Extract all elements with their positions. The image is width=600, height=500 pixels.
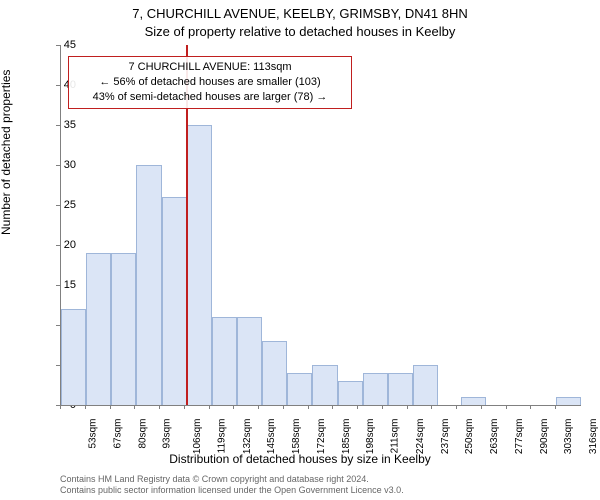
histogram-bar xyxy=(363,373,388,405)
histogram-bar xyxy=(111,253,136,405)
histogram-bar xyxy=(162,197,187,405)
footer-line2: Contains public sector information licen… xyxy=(60,485,404,496)
x-tick-label: 211sqm xyxy=(389,419,400,454)
annotation-line2: ← 56% of detached houses are smaller (10… xyxy=(75,75,345,90)
x-tick-label: 93sqm xyxy=(162,419,173,449)
histogram-bar xyxy=(413,365,438,405)
x-tick-label: 132sqm xyxy=(242,419,253,455)
x-tick-label: 172sqm xyxy=(316,419,327,455)
x-axis-label: Distribution of detached houses by size … xyxy=(0,452,600,466)
x-tick-label: 80sqm xyxy=(137,419,148,449)
histogram-bar xyxy=(556,397,581,405)
annotation-box: 7 CHURCHILL AVENUE: 113sqm ← 56% of deta… xyxy=(68,56,352,109)
histogram-bar xyxy=(61,309,86,405)
x-tick-label: 67sqm xyxy=(112,419,123,449)
histogram-bar xyxy=(312,365,337,405)
x-tick-label: 106sqm xyxy=(192,419,203,455)
x-tick-label: 316sqm xyxy=(588,419,599,455)
histogram-bar xyxy=(86,253,111,405)
x-tick-label: 185sqm xyxy=(341,419,352,455)
chart-title-address: 7, CHURCHILL AVENUE, KEELBY, GRIMSBY, DN… xyxy=(0,6,600,21)
histogram-bar xyxy=(287,373,312,405)
property-size-chart: 7, CHURCHILL AVENUE, KEELBY, GRIMSBY, DN… xyxy=(0,0,600,500)
x-tick-label: 119sqm xyxy=(216,419,227,454)
footer-line1: Contains HM Land Registry data © Crown c… xyxy=(60,474,404,485)
attribution-footer: Contains HM Land Registry data © Crown c… xyxy=(60,474,404,497)
x-tick-label: 277sqm xyxy=(514,419,525,455)
histogram-bar xyxy=(237,317,262,405)
x-tick-label: 145sqm xyxy=(266,419,277,455)
x-tick-label: 303sqm xyxy=(564,419,575,455)
x-tick-label: 290sqm xyxy=(539,419,550,455)
x-tick-label: 158sqm xyxy=(291,419,302,455)
histogram-bar xyxy=(388,373,413,405)
histogram-bar xyxy=(136,165,161,405)
histogram-bar xyxy=(262,341,287,405)
chart-title-desc: Size of property relative to detached ho… xyxy=(0,24,600,39)
x-tick-label: 237sqm xyxy=(440,419,451,455)
x-tick-label: 250sqm xyxy=(465,419,476,455)
x-tick-label: 224sqm xyxy=(415,419,426,455)
histogram-bar xyxy=(187,125,212,405)
x-tick-label: 53sqm xyxy=(88,419,99,449)
histogram-bar xyxy=(338,381,363,405)
x-tick-label: 263sqm xyxy=(489,419,500,455)
x-tick-label: 198sqm xyxy=(365,419,376,455)
y-axis-label: Number of detached properties xyxy=(0,70,13,235)
annotation-line1: 7 CHURCHILL AVENUE: 113sqm xyxy=(75,60,345,75)
annotation-line3: 43% of semi-detached houses are larger (… xyxy=(75,90,345,105)
histogram-bar xyxy=(461,397,486,405)
histogram-bar xyxy=(212,317,237,405)
